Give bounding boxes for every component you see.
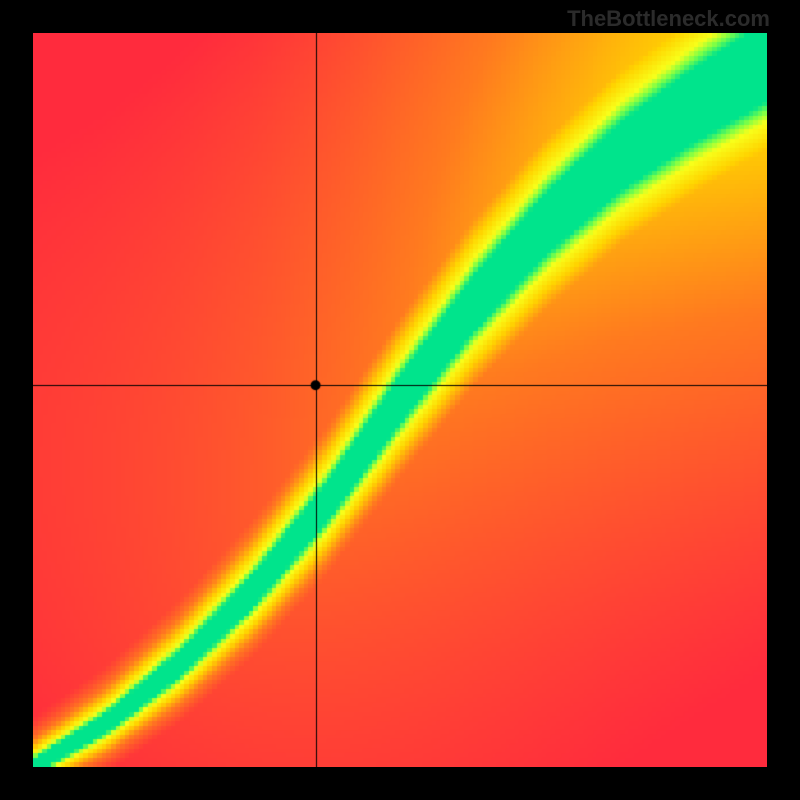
bottleneck-heatmap [33, 33, 767, 767]
figure-container: TheBottleneck.com [0, 0, 800, 800]
watermark-text: TheBottleneck.com [567, 6, 770, 32]
